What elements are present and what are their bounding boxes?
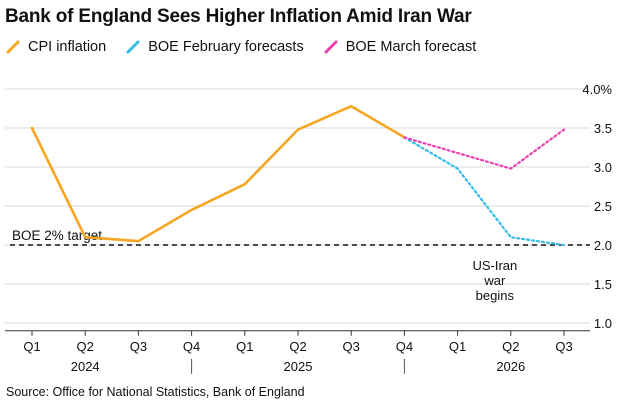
series-line-feb: [403, 136, 566, 247]
series-line-mar: [403, 128, 566, 170]
y-tick-label: 1.5: [594, 277, 612, 292]
annotation-text: war: [483, 273, 506, 288]
x-tick-label: Q1: [23, 339, 40, 354]
y-tick-label: 2.0: [594, 238, 612, 253]
y-tick-label: 3.0: [594, 160, 612, 175]
x-tick-label: Q4: [396, 339, 413, 354]
legend: CPI inflation BOE February forecasts BOE…: [6, 39, 496, 55]
x-tick-label: Q4: [183, 339, 200, 354]
annotation-text: US-Iran: [472, 258, 517, 273]
legend-item-mar: BOE March forecast: [324, 39, 477, 55]
legend-swatch-feb: [126, 40, 140, 54]
x-tick-label: Q3: [343, 339, 360, 354]
x-tick-label: Q1: [449, 339, 466, 354]
x-tick-label: Q2: [77, 339, 94, 354]
series-line-cpi: [30, 104, 406, 243]
source-note: Source: Office for National Statistics, …: [6, 385, 305, 399]
legend-label-feb: BOE February forecasts: [148, 39, 304, 55]
legend-swatch-mar: [324, 40, 338, 54]
x-tick-label: Q2: [502, 339, 519, 354]
y-tick-label: 3.5: [594, 121, 612, 136]
legend-item-feb: BOE February forecasts: [126, 39, 304, 55]
legend-label-mar: BOE March forecast: [345, 39, 477, 55]
y-tick-label: 1.0: [594, 316, 612, 331]
x-tick-label: Q3: [555, 339, 572, 354]
year-label: 2024: [71, 359, 100, 374]
legend-label-cpi: CPI inflation: [28, 39, 107, 55]
x-tick-label: Q3: [130, 339, 147, 354]
legend-item-cpi: CPI inflation: [6, 39, 106, 55]
legend-swatch-cpi: [6, 40, 20, 54]
x-tick-label: Q1: [236, 339, 253, 354]
y-tick-label: 4.0%: [582, 82, 612, 97]
x-tick-label: Q2: [289, 339, 306, 354]
year-label: 2026: [496, 359, 525, 374]
annotation-text: begins: [476, 288, 515, 303]
target-label: BOE 2% target: [12, 228, 102, 243]
chart-title: Bank of England Sees Higher Inflation Am…: [5, 6, 472, 27]
y-tick-label: 2.5: [594, 199, 612, 214]
year-label: 2025: [284, 359, 313, 374]
